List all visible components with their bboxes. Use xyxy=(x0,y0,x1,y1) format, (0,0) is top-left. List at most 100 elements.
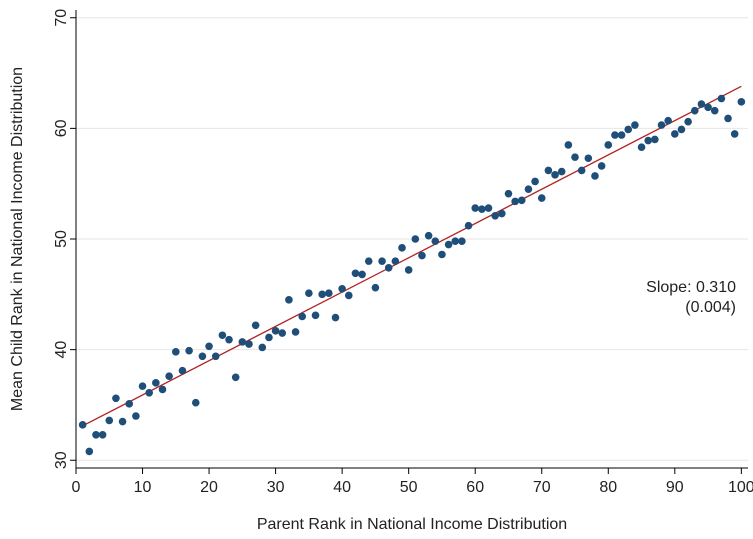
data-point xyxy=(185,346,193,355)
fit-line-group xyxy=(82,85,742,427)
data-point xyxy=(331,313,340,322)
x-tick-label: 20 xyxy=(200,479,218,496)
data-point xyxy=(637,143,646,151)
data-point xyxy=(271,327,280,335)
data-point xyxy=(178,366,187,375)
x-tick-label: 10 xyxy=(134,479,152,496)
data-point xyxy=(132,412,140,420)
x-axis-title: Parent Rank in National Income Distribut… xyxy=(257,516,567,533)
data-point xyxy=(198,352,207,361)
data-point xyxy=(371,283,380,292)
data-point xyxy=(338,284,346,293)
data-point xyxy=(577,166,586,175)
data-point xyxy=(517,196,526,205)
data-point xyxy=(291,328,300,336)
y-tick-label: 50 xyxy=(53,230,70,248)
axis-ticks: 30 40 50 60 70 0 10 20 30 40 50 60 70 80 90 100 xyxy=(53,9,753,496)
data-point xyxy=(478,205,486,213)
data-point xyxy=(218,331,227,340)
data-point xyxy=(591,172,599,180)
data-point xyxy=(584,154,593,163)
data-point xyxy=(105,416,114,425)
data-point xyxy=(724,114,732,123)
data-point xyxy=(112,394,120,403)
data-point xyxy=(531,177,539,186)
x-tick-label: 80 xyxy=(599,479,617,496)
data-point xyxy=(511,197,519,206)
data-point xyxy=(344,291,353,300)
data-point xyxy=(351,269,360,278)
data-point xyxy=(145,388,153,397)
data-point xyxy=(617,131,626,139)
data-point xyxy=(544,166,553,175)
x-tick-label: 100 xyxy=(728,479,753,496)
data-point xyxy=(384,263,393,272)
data-point xyxy=(285,296,293,304)
data-point xyxy=(677,125,686,134)
data-point xyxy=(225,335,233,344)
slope-annotation: Slope: 0.310 xyxy=(646,279,736,296)
slope-stderr-annotation: (0.004) xyxy=(685,299,736,316)
data-points xyxy=(78,94,746,456)
data-point xyxy=(85,447,94,456)
data-point xyxy=(125,400,134,408)
data-point xyxy=(464,221,473,230)
data-point xyxy=(364,257,373,265)
data-point xyxy=(438,250,446,259)
data-point xyxy=(205,342,213,351)
data-point xyxy=(491,211,499,220)
data-point xyxy=(298,312,307,321)
data-point xyxy=(730,130,739,138)
data-point xyxy=(265,333,273,342)
data-point xyxy=(251,321,260,330)
data-point xyxy=(391,257,400,265)
data-point xyxy=(98,431,107,439)
data-point xyxy=(172,348,180,356)
data-point xyxy=(305,289,313,298)
data-point xyxy=(657,121,666,129)
data-point xyxy=(152,379,160,387)
fit-line xyxy=(82,85,742,427)
data-point xyxy=(737,98,746,106)
data-point xyxy=(471,204,480,212)
data-point xyxy=(524,185,533,194)
data-point xyxy=(504,189,513,198)
data-point xyxy=(684,117,692,126)
x-tick-label: 40 xyxy=(333,479,351,496)
data-point xyxy=(458,237,466,246)
x-tick-label: 90 xyxy=(666,479,684,496)
data-point xyxy=(631,121,639,129)
data-point xyxy=(78,421,87,429)
data-point xyxy=(537,194,546,202)
data-point xyxy=(165,372,173,380)
data-point xyxy=(404,266,413,274)
data-point xyxy=(238,338,247,346)
data-point xyxy=(704,103,712,112)
data-point xyxy=(644,136,652,145)
x-tick-label: 50 xyxy=(400,479,418,496)
data-point xyxy=(551,171,559,179)
data-point xyxy=(158,385,167,394)
x-tick-label: 60 xyxy=(466,479,484,496)
data-point xyxy=(431,237,440,246)
data-point xyxy=(611,131,619,139)
data-point xyxy=(92,431,100,439)
data-point xyxy=(451,237,460,246)
y-tick-label: 30 xyxy=(53,451,70,469)
y-tick-label: 40 xyxy=(53,341,70,359)
data-point xyxy=(191,398,200,407)
data-point xyxy=(664,116,672,125)
y-axis-title: Mean Child Rank in National Income Distr… xyxy=(9,67,26,411)
data-point xyxy=(557,167,566,176)
data-point xyxy=(604,141,613,149)
x-tick-label: 70 xyxy=(533,479,551,496)
data-point xyxy=(398,244,406,252)
data-point xyxy=(418,251,426,260)
data-point xyxy=(484,204,493,212)
data-point xyxy=(597,162,606,170)
data-point xyxy=(710,106,719,115)
data-point xyxy=(258,343,267,352)
